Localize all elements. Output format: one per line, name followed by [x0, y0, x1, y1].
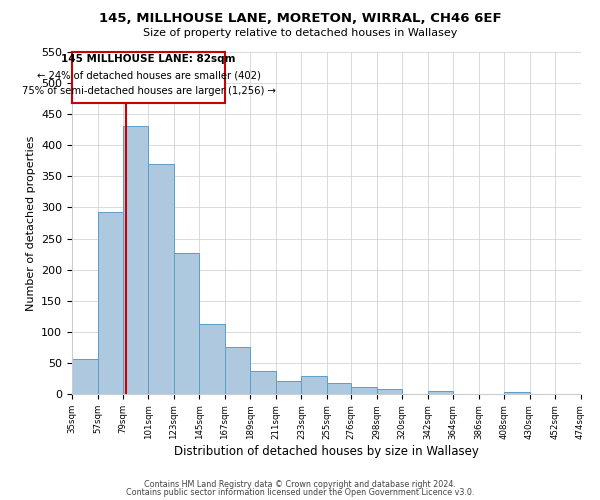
Bar — [351, 388, 377, 394]
Bar — [276, 380, 301, 394]
Bar — [199, 324, 225, 394]
Text: Size of property relative to detached houses in Wallasey: Size of property relative to detached ho… — [143, 28, 457, 38]
Bar — [72, 359, 98, 394]
Bar — [581, 392, 600, 394]
Text: ← 24% of detached houses are smaller (402): ← 24% of detached houses are smaller (40… — [37, 70, 260, 80]
X-axis label: Distribution of detached houses by size in Wallasey: Distribution of detached houses by size … — [174, 444, 479, 458]
Text: 75% of semi-detached houses are larger (1,256) →: 75% of semi-detached houses are larger (… — [22, 86, 275, 97]
Bar — [225, 347, 250, 395]
Bar — [377, 388, 402, 394]
Bar — [174, 253, 199, 394]
Text: Contains public sector information licensed under the Open Government Licence v3: Contains public sector information licen… — [126, 488, 474, 497]
Bar — [428, 390, 453, 394]
Bar — [148, 164, 174, 394]
Bar — [504, 392, 530, 394]
Bar — [327, 383, 351, 394]
Bar — [301, 376, 327, 394]
Bar — [250, 370, 276, 394]
Text: 145, MILLHOUSE LANE, MORETON, WIRRAL, CH46 6EF: 145, MILLHOUSE LANE, MORETON, WIRRAL, CH… — [98, 12, 502, 26]
Text: 145 MILLHOUSE LANE: 82sqm: 145 MILLHOUSE LANE: 82sqm — [61, 54, 236, 64]
FancyBboxPatch shape — [72, 52, 225, 103]
Bar — [123, 126, 148, 394]
Text: Contains HM Land Registry data © Crown copyright and database right 2024.: Contains HM Land Registry data © Crown c… — [144, 480, 456, 489]
Y-axis label: Number of detached properties: Number of detached properties — [26, 135, 35, 310]
Bar — [98, 212, 123, 394]
